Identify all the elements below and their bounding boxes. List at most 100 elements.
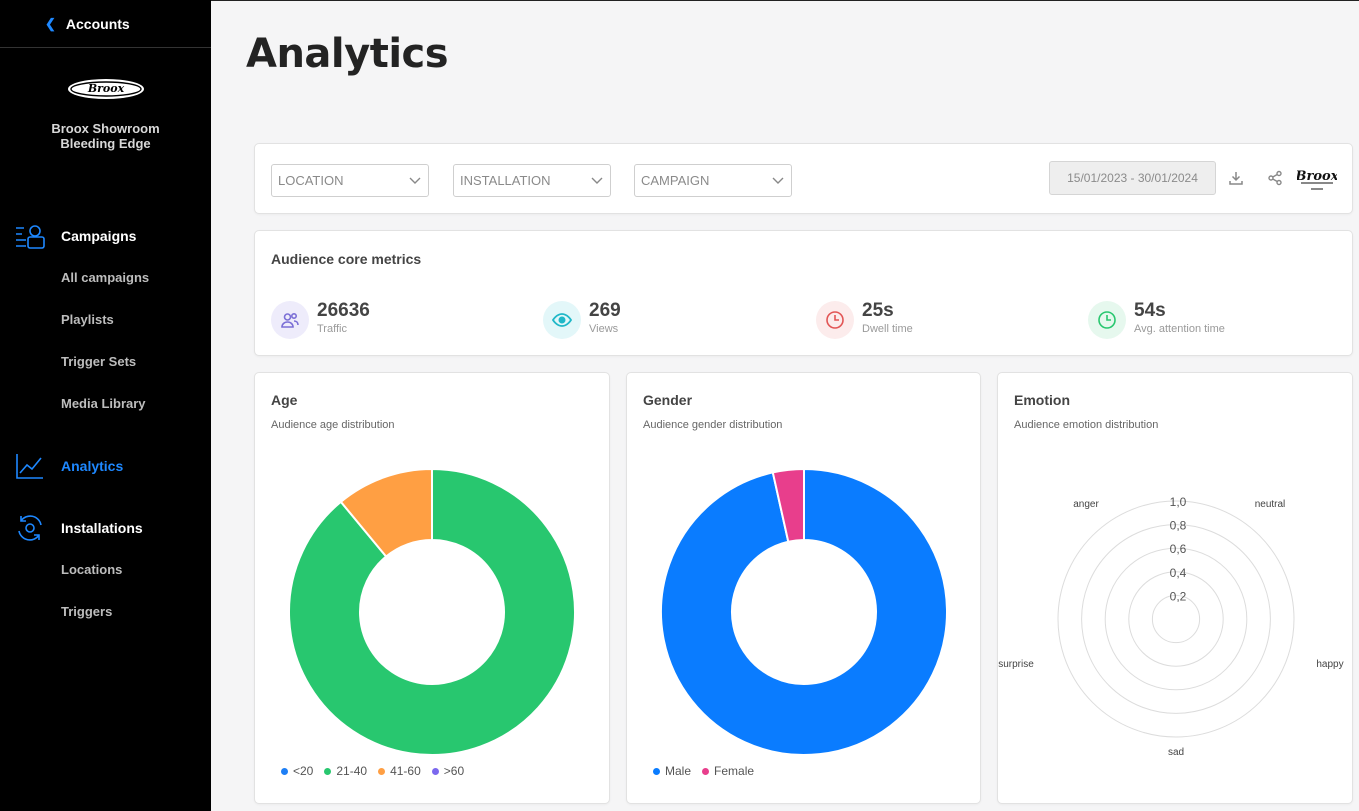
metric-dwell-value: 25s: [862, 300, 894, 321]
broox-mini-logo: Broox: [1297, 169, 1337, 190]
age-legend-label: 41-60: [390, 764, 421, 778]
gender-legend-item[interactable]: Male: [653, 764, 691, 778]
gender-slice-Male[interactable]: [660, 467, 948, 756]
accounts-label: Accounts: [65, 15, 130, 32]
age-legend: <20 21-40 41-60 >60: [281, 764, 475, 778]
gender-legend-label: Female: [714, 764, 755, 778]
date-range-picker[interactable]: 15/01/2023 - 30/01/2024: [1049, 161, 1216, 195]
radar-axis-label-neutral: neutral: [1255, 499, 1286, 510]
org-name: Broox Showroom Bleeding Edge: [51, 121, 160, 151]
metric-traffic: 26636 Traffic: [271, 301, 370, 339]
nav-all-campaigns[interactable]: All campaigns: [61, 270, 150, 285]
broox-logo: Broox: [67, 79, 144, 99]
metric-views-label: Views: [589, 323, 619, 335]
chevron-down-icon: [409, 177, 421, 184]
radar-grid-ring: [1057, 500, 1295, 738]
age-legend-item[interactable]: 21-40: [324, 764, 367, 778]
filter-bar: LOCATION INSTALLATION CAMPAIGN 15/01/202…: [254, 143, 1353, 214]
radar-axis-label-surprise: surprise: [998, 659, 1034, 670]
emotion-chart-subtitle: Audience emotion distribution: [1014, 419, 1159, 431]
legend-dot: [281, 767, 288, 775]
gender-legend-item[interactable]: Female: [702, 764, 754, 778]
nav-locations[interactable]: Locations: [61, 562, 123, 577]
page-title: Analytics: [246, 31, 449, 77]
age-legend-item[interactable]: <20: [281, 764, 313, 778]
metric-dwell-time: 25s Dwell time: [816, 301, 913, 339]
emotion-chart-title: Emotion: [1014, 392, 1070, 408]
nav-campaigns[interactable]: Campaigns: [0, 221, 211, 251]
nav-playlists[interactable]: Playlists: [61, 312, 114, 327]
age-slice-4160[interactable]: [339, 467, 433, 558]
radar-tick-label: 0,8: [1170, 519, 1187, 533]
gender-legend: Male Female: [653, 764, 765, 778]
radar-axis-label-happy: happy: [1316, 659, 1343, 670]
nav-trigger-sets[interactable]: Trigger Sets: [61, 354, 137, 369]
radar-tick-label: 0,6: [1170, 542, 1187, 556]
nav-campaigns-label: Campaigns: [61, 228, 137, 244]
age-legend-item[interactable]: >60: [431, 764, 465, 778]
metric-attention-time: 54s Avg. attention time: [1088, 301, 1225, 339]
age-slice-2140[interactable]: [288, 467, 576, 756]
analytics-icon: [14, 451, 46, 481]
audience-core-metrics: Audience core metrics 26636 Traffic 269 …: [254, 230, 1353, 356]
clock-icon: [1088, 301, 1126, 339]
nav-media-library[interactable]: Media Library: [61, 396, 146, 411]
svg-text:Broox: Broox: [86, 82, 124, 95]
legend-dot: [702, 767, 710, 775]
org-brand: Broox Broox Showroom Bleeding Edge: [0, 76, 211, 151]
accounts-back-link[interactable]: ❮ Accounts: [0, 0, 211, 48]
age-chart-subtitle: Audience age distribution: [271, 419, 395, 431]
gender-chart-subtitle: Audience gender distribution: [643, 419, 783, 431]
radar-grid-ring: [1151, 594, 1201, 644]
clock-icon: [816, 301, 854, 339]
download-icon[interactable]: [1226, 168, 1246, 188]
metrics-title: Audience core metrics: [271, 251, 422, 267]
nav-campaigns-group: Campaigns All campaigns Playlists Trigge…: [0, 221, 211, 425]
nav-installations[interactable]: Installations: [0, 513, 211, 543]
campaign-select[interactable]: CAMPAIGN: [634, 164, 792, 197]
share-icon[interactable]: [1265, 168, 1285, 188]
nav-analytics-group: Analytics: [0, 451, 211, 481]
gender-slice-Female[interactable]: [771, 467, 805, 543]
chevron-down-icon: [591, 177, 603, 184]
age-legend-label: 21-40: [336, 764, 368, 778]
legend-dot: [431, 767, 439, 775]
main-content: Analytics LOCATION INSTALLATION CAMPAIGN…: [211, 0, 1359, 811]
metric-dwell-label: Dwell time: [862, 323, 913, 335]
svg-text:Broox: Broox: [1297, 169, 1337, 184]
users-icon: [271, 301, 309, 339]
metric-views: 269 Views: [543, 301, 621, 339]
gender-donut-chart: [660, 467, 948, 756]
radar-axis-label-sad: sad: [1168, 747, 1184, 758]
radar-axis-label-anger: anger: [1073, 499, 1099, 510]
age-donut-chart: [288, 467, 576, 756]
age-chart-card: Age Audience age distribution <20 21-40 41…: [254, 372, 610, 804]
nav-analytics-label: Analytics: [61, 458, 124, 474]
age-legend-label: <20: [293, 764, 314, 778]
emotion-radar-chart: 0,2 0,4 0,6 0,8 1,0 neutral happy sad surprise an…: [998, 495, 1343, 758]
radar-grid-ring: [1128, 571, 1224, 667]
installation-select[interactable]: INSTALLATION: [453, 164, 611, 197]
radar-tick-label: 1,0: [1170, 495, 1187, 509]
age-legend-label: >60: [443, 764, 465, 778]
location-select[interactable]: LOCATION: [271, 164, 429, 197]
metric-attention-value: 54s: [1134, 300, 1166, 321]
radar-grid-ring: [1081, 524, 1271, 714]
legend-dot: [378, 767, 386, 775]
radar-tick-label: 0,2: [1170, 589, 1187, 603]
nav-analytics[interactable]: Analytics: [0, 451, 211, 481]
metric-views-value: 269: [589, 300, 621, 321]
radar-tick-label: 0,4: [1170, 566, 1187, 580]
age-legend-item[interactable]: 41-60: [378, 764, 421, 778]
metric-traffic-value: 26636: [317, 300, 370, 321]
gender-chart-title: Gender: [643, 392, 693, 408]
sidebar: ❮ Accounts Broox Broox Showroom Bleeding…: [0, 0, 211, 811]
nav-installations-group: Installations Locations Triggers: [0, 513, 211, 633]
nav-triggers[interactable]: Triggers: [61, 604, 113, 619]
gender-chart-card: Gender Audience gender distribution Male…: [626, 372, 981, 804]
campaigns-icon: [14, 221, 46, 251]
emotion-chart-card: 0,2 0,4 0,6 0,8 1,0 neutral happy sad surprise an…: [997, 372, 1353, 804]
chevron-left-icon: ❮: [45, 15, 56, 31]
legend-dot: [653, 767, 660, 775]
eye-icon: [543, 301, 581, 339]
